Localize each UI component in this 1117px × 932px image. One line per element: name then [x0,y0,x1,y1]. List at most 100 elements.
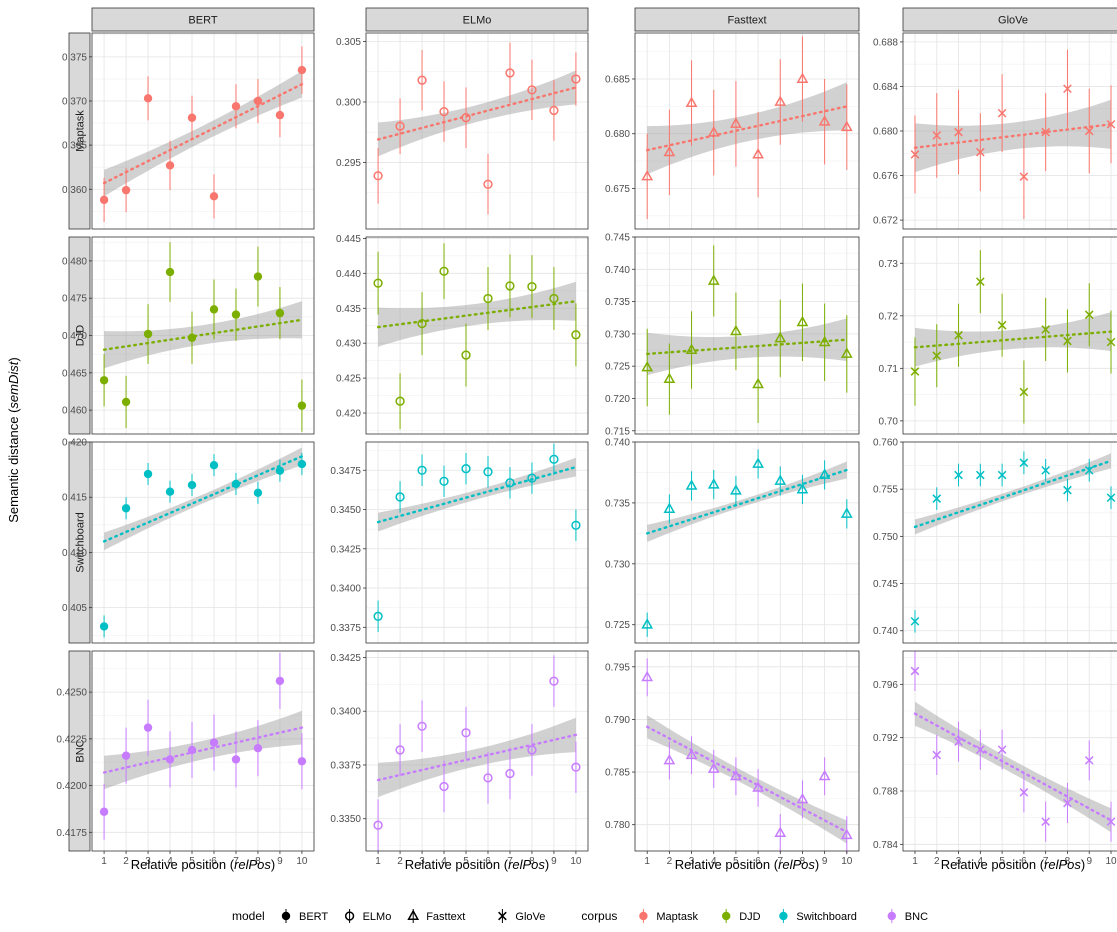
data-point [663,372,676,384]
y-tick-label: 0.405 [62,603,87,614]
data-point [483,773,493,783]
y-tick-label: 0.715 [605,426,630,437]
trend-line [376,86,578,141]
panels-layer: BERT ELMo Fasttext GloVe Maptask DJD Switchboa… [56,7,1117,867]
data-point [165,161,175,170]
y-tick-label: 0.420 [62,438,87,449]
x-tick-label: 1 [101,856,107,867]
strip-glove [902,7,1117,32]
panel-maptask-glove: 0.672 0.676 0.680 0.684 0.688 [873,32,1117,230]
panel-frame [634,441,860,644]
y-axis-title: Semantic distance (semDist) [6,357,21,522]
y-tick-label: 0.420 [336,409,361,420]
legend-key-switchboard [779,911,788,921]
y-tick-label: 0.760 [873,438,898,449]
y-tick-label: 0.445 [336,234,361,245]
data-point [774,331,787,343]
x-tick-label: 3 [419,856,425,867]
legend-key-fasttext [407,909,420,920]
data-point [571,520,581,530]
data-point [527,85,537,95]
y-tick-label: 0.460 [62,406,87,417]
data-point [121,504,131,513]
data-point [752,781,764,792]
data-point [505,478,515,488]
data-point [121,185,131,195]
data-point [571,74,581,84]
data-point [1041,127,1051,137]
strip-label-switchboard: Switchboard [75,512,87,573]
data-point [730,117,742,128]
data-point [99,622,109,631]
data-point [997,108,1007,118]
panel-switchboard-bert: 0.405 0.410 0.415 0.420 [62,438,315,644]
data-point [910,367,920,376]
data-point [571,330,581,340]
data-point [997,470,1007,480]
data-point [417,465,427,475]
y-tick-label: 0.300 [336,97,361,108]
y-tick-label: 0.676 [873,171,898,182]
data-point [663,502,676,513]
y-tick-label: 0.720 [605,394,630,405]
y-tick-label: 0.370 [62,96,87,107]
y-tick-label: 0.3375 [330,760,361,771]
x-tick-label: 8 [1065,856,1071,867]
strip-label-djd: DJD [75,325,87,346]
legend-label-bert: BERT [299,911,328,923]
panel-frame [365,32,589,230]
y-tick-label: 0.735 [605,498,630,509]
data-point [461,350,471,360]
trend-line [102,455,304,543]
panel-background [92,442,314,643]
x-tick-label: 10 [841,856,853,867]
data-point [439,781,449,792]
data-point [275,676,285,686]
y-tick-label: 0.788 [873,787,898,798]
legend-key-bnc [887,911,896,921]
data-point [840,120,853,132]
x-tick-label: 6 [1021,856,1027,867]
data-point [253,96,263,106]
strip-label-fasttext: Fasttext [727,15,766,27]
trend-line [102,318,304,351]
legend-label-djd: DJD [739,911,760,923]
y-tick-label: 0.3375 [330,623,361,634]
data-point [549,454,559,464]
trend-line [102,83,304,185]
data-point [395,396,405,406]
data-point [975,745,985,754]
y-tick-label: 0.725 [605,620,630,631]
data-point [1063,485,1072,495]
x-axis-titles: Relative position (relPos) Relative posit… [131,857,1086,872]
x-tick-label: 9 [1086,856,1092,867]
legend-label-elmo: ELMo [363,911,392,923]
data-point [840,347,853,358]
data-point [1106,337,1116,347]
data-point [932,750,942,760]
y-tick-label: 0.685 [605,74,630,85]
data-point [954,127,963,137]
legend-label-bnc: BNC [905,911,928,923]
y-tick-label: 0.745 [605,233,630,244]
data-point [975,147,985,157]
data-point [483,467,493,477]
x-axis-title: Relative position (relPos) [675,857,820,872]
panel-frame [634,32,860,230]
confidence-band [378,70,576,157]
panel-background [903,442,1117,643]
data-point [253,488,263,498]
y-tick-label: 0.3350 [330,814,361,825]
data-point [549,105,559,116]
data-point [685,479,698,490]
data-point [818,769,831,781]
data-point [752,457,764,468]
y-tick-label: 0.740 [605,438,630,449]
panel-bnc-bert: 0.4175 0.4200 0.4225 0.4250 1 2 3 4 5 6 7 8 9 10 [56,650,315,867]
panel-djd-fasttext: 0.715 0.720 0.725 0.730 0.735 0.740 0.745 [605,233,860,437]
legend-key-maptask [639,911,648,921]
y-tick-label: 0.740 [873,626,898,637]
panel-frame [365,650,589,852]
data-point [417,318,427,329]
panel-bnc-glove: 0.784 0.788 0.792 0.796 1 2 3 4 5 6 7 8 9 10 [873,650,1117,867]
